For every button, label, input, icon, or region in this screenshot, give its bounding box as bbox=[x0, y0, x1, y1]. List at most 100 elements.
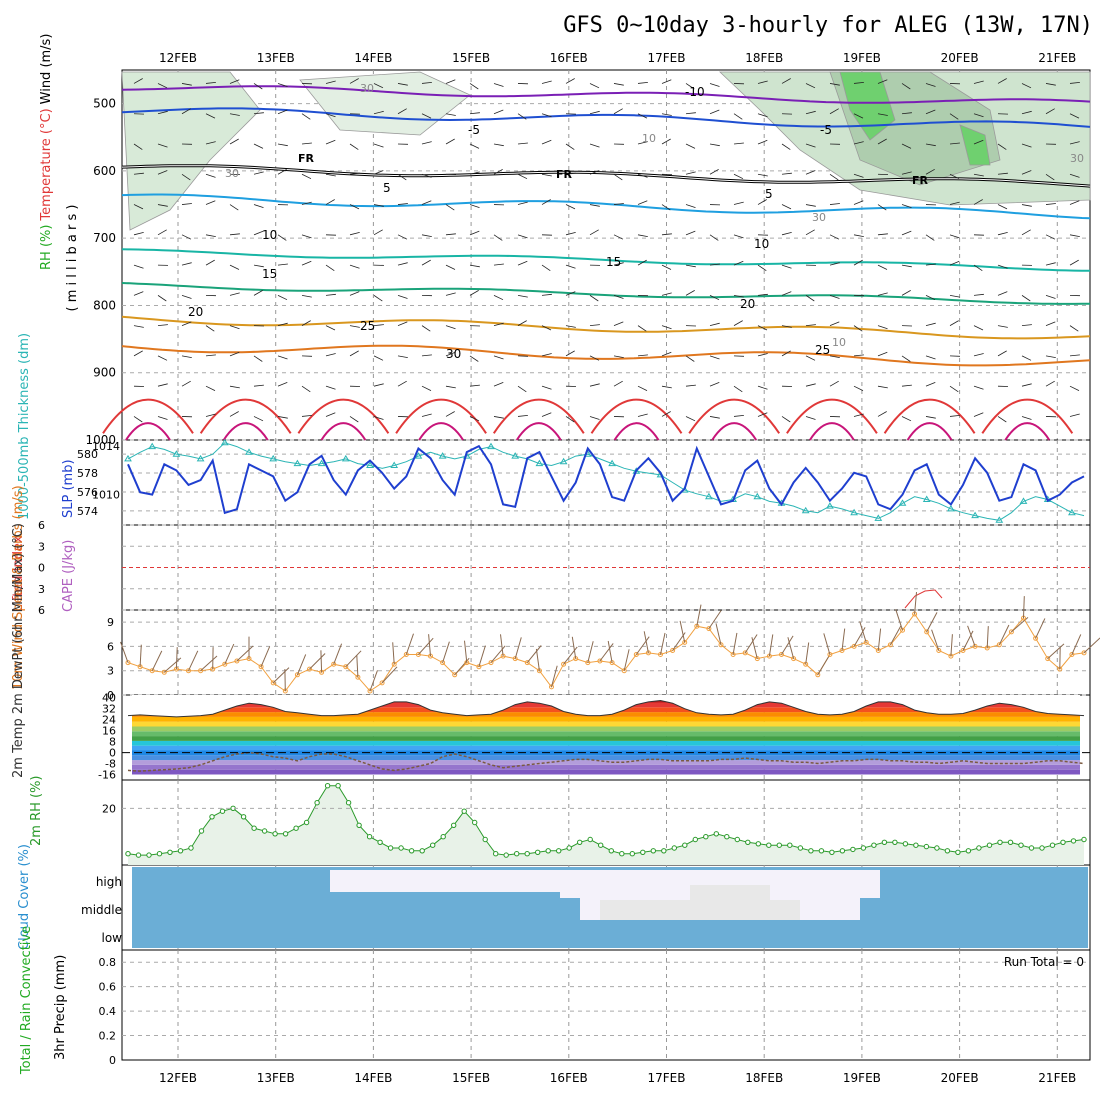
rh-point bbox=[808, 848, 814, 854]
rh-point bbox=[545, 848, 551, 854]
wind-barb bbox=[157, 170, 168, 175]
wind-barb bbox=[685, 230, 696, 236]
wind-barb-10m bbox=[490, 645, 506, 663]
wind-barb bbox=[805, 170, 816, 175]
rh-point bbox=[461, 808, 467, 814]
wind-barb bbox=[445, 113, 456, 116]
wind-barb bbox=[469, 112, 480, 115]
wind-tick-label: 0 bbox=[107, 689, 114, 702]
pressure-tick-label: 1000 bbox=[85, 433, 116, 447]
temperature-band bbox=[132, 769, 1080, 775]
wind-barb-10m bbox=[1071, 634, 1082, 655]
wind-barb bbox=[541, 264, 551, 272]
wind-tick-label: 3 bbox=[107, 665, 114, 678]
wind-barb bbox=[853, 385, 864, 391]
wind-speed-point bbox=[343, 664, 349, 670]
temp2m-ylabel: 2m Temp 2m DewPt (6hr Min/Max) (°C) bbox=[11, 523, 26, 778]
wind-barb bbox=[805, 204, 816, 207]
date-label-bottom: 21FEB bbox=[1038, 1071, 1076, 1085]
slp-line bbox=[127, 444, 1085, 515]
wind-barb bbox=[781, 78, 791, 84]
rh-point bbox=[1018, 842, 1024, 848]
isotherm-35-loop bbox=[418, 422, 464, 441]
wind-barb-10m bbox=[464, 640, 468, 663]
wind-barb bbox=[253, 416, 264, 422]
wind-barb bbox=[157, 324, 168, 327]
wind-barb-10m bbox=[405, 633, 414, 655]
wind-barb bbox=[733, 113, 743, 120]
wind-barb bbox=[925, 109, 936, 115]
wind-barb bbox=[829, 262, 840, 266]
wind-barb bbox=[205, 82, 216, 84]
wind-barb bbox=[229, 204, 239, 211]
wind-barb bbox=[781, 291, 792, 296]
wind-barb-10m bbox=[175, 647, 178, 670]
wind-barb bbox=[421, 413, 432, 417]
wind-barb bbox=[133, 143, 143, 150]
wind-speed-point bbox=[633, 652, 639, 657]
wind-speed-point bbox=[331, 661, 337, 667]
rh-point bbox=[944, 848, 951, 854]
wind-barb bbox=[373, 83, 384, 89]
wind-barb bbox=[445, 385, 456, 389]
rh-point bbox=[892, 839, 898, 845]
isotherm-30-loop bbox=[492, 398, 585, 434]
rh-point bbox=[303, 819, 310, 826]
isotherm-label: 15 bbox=[262, 267, 277, 281]
wind-barb bbox=[181, 355, 192, 358]
wind-barb bbox=[805, 143, 816, 148]
precip-tick-label: 0 bbox=[109, 1054, 116, 1067]
wind-speed-point bbox=[149, 668, 155, 674]
wind-barb bbox=[445, 204, 455, 211]
wind-barb bbox=[277, 168, 287, 175]
wind-barb bbox=[253, 171, 264, 175]
wind-barb bbox=[877, 113, 888, 116]
wind-barb-10m bbox=[708, 610, 722, 629]
wind-barb bbox=[997, 232, 1008, 236]
wind-speed-point bbox=[234, 658, 240, 664]
rh-point bbox=[619, 851, 625, 857]
wind-barb bbox=[877, 292, 888, 296]
wind-speed-point bbox=[270, 680, 276, 686]
wind-barb bbox=[661, 351, 672, 357]
lifted-index-tick-label: 0 bbox=[38, 562, 45, 575]
wind-barb bbox=[661, 292, 672, 296]
wind-speed-point bbox=[549, 684, 554, 690]
wind-barb-10m bbox=[535, 648, 540, 671]
wind-barb bbox=[781, 232, 792, 236]
wind-barb bbox=[757, 293, 768, 296]
wind-barb-10m bbox=[514, 637, 522, 659]
wind-barb bbox=[493, 234, 503, 241]
wind-barb bbox=[133, 416, 143, 423]
wind-barb bbox=[733, 415, 744, 417]
rh-point bbox=[661, 848, 667, 854]
wind-barb bbox=[853, 113, 864, 119]
thickness-point bbox=[245, 448, 253, 455]
wind-speed-point bbox=[186, 668, 191, 674]
wind-barb bbox=[901, 384, 912, 387]
wind-barb-10m bbox=[236, 645, 254, 662]
thickness-point bbox=[269, 454, 278, 462]
wind-barb-10m bbox=[660, 632, 666, 655]
temperature-tick-label: 40 bbox=[102, 692, 116, 705]
wind-barb bbox=[301, 415, 312, 417]
temperature-band bbox=[132, 731, 1080, 737]
wind-barb bbox=[301, 385, 311, 393]
wind-barb bbox=[829, 294, 840, 299]
cape-trace bbox=[904, 589, 943, 609]
wind-barb bbox=[469, 384, 480, 387]
wind-barb bbox=[1021, 355, 1032, 361]
wind-barb bbox=[685, 264, 696, 268]
wind-barb bbox=[877, 411, 887, 417]
thickness-point bbox=[922, 495, 931, 502]
wind-barb bbox=[709, 295, 720, 301]
wind-barb bbox=[733, 234, 744, 239]
wind-barb bbox=[973, 139, 984, 145]
wind-barb bbox=[229, 351, 240, 357]
date-label-bottom: 16FEB bbox=[550, 1071, 588, 1085]
thickness-point bbox=[705, 492, 713, 500]
wind-barb bbox=[733, 260, 744, 266]
wind-barb bbox=[421, 200, 432, 205]
wind-barb-10m bbox=[369, 670, 378, 692]
wind-barb bbox=[589, 83, 600, 89]
